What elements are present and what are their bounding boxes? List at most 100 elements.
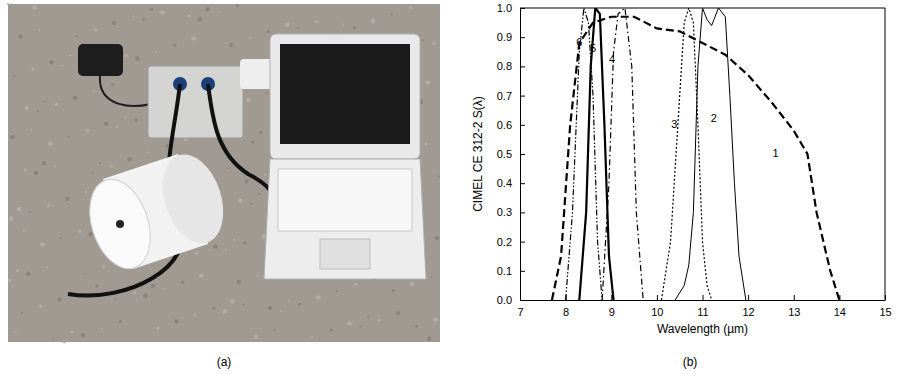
y-tick-mark	[520, 271, 525, 272]
y-tick-label: 0.6	[497, 119, 512, 131]
speckle	[430, 276, 432, 278]
speckle	[60, 237, 62, 239]
speckle	[42, 161, 46, 165]
speckle	[39, 305, 42, 308]
speckle	[147, 152, 149, 154]
speckle	[254, 335, 258, 339]
speckle	[191, 36, 195, 40]
speckle	[23, 230, 25, 232]
y-tick-label: 0.7	[497, 90, 512, 102]
y-tick-label: 0.0	[497, 294, 512, 306]
speckle	[155, 51, 157, 53]
speckle	[112, 21, 116, 25]
speckle	[238, 198, 242, 202]
speckle	[311, 336, 313, 338]
speckle	[410, 282, 414, 286]
speckle	[94, 28, 97, 31]
speckle	[54, 165, 56, 167]
y-tick: 0.1	[497, 265, 525, 277]
speckle	[37, 110, 39, 112]
plot-frame	[885, 8, 886, 300]
x-tick-label: 9	[609, 306, 615, 318]
y-axis-title: CIMEL CE 312-2 S(λ)	[471, 96, 485, 212]
speckle	[251, 141, 254, 144]
x-tick-mark	[703, 295, 704, 300]
speckle	[288, 300, 290, 302]
speckle	[367, 316, 369, 318]
y-tick-label: 0.9	[497, 31, 512, 43]
speckle	[78, 230, 81, 233]
speckle	[26, 272, 30, 276]
speckle	[213, 244, 217, 248]
y-tick-mark	[520, 300, 525, 301]
speckle	[194, 314, 196, 316]
speckle	[13, 75, 15, 77]
curve-label: 6	[576, 36, 582, 48]
speckle	[268, 306, 272, 310]
y-axis: 0.00.10.20.30.40.50.60.70.80.91.0	[497, 2, 525, 306]
touchpad	[320, 239, 370, 269]
y-tick-label: 0.5	[497, 148, 512, 160]
speckle	[250, 203, 252, 205]
response-curve	[566, 8, 603, 300]
speckle	[181, 281, 184, 284]
speckle	[409, 6, 412, 9]
curve-label: 4	[609, 53, 615, 65]
speckle	[415, 325, 418, 328]
speckle	[396, 311, 400, 315]
speckle	[124, 116, 126, 118]
speckle	[102, 265, 105, 268]
speckle	[65, 197, 69, 201]
speckle	[40, 242, 44, 246]
speckle	[166, 144, 169, 147]
y-tick-mark	[520, 66, 525, 67]
keyboard	[278, 169, 412, 231]
speckle	[206, 7, 210, 11]
speckle	[173, 44, 176, 47]
x-tick-label: 13	[788, 306, 800, 318]
y-tick-mark	[520, 96, 525, 97]
speckle	[24, 168, 27, 171]
speckle	[212, 307, 215, 310]
speckle	[433, 317, 437, 321]
response-curve	[579, 8, 613, 300]
y-tick: 0.3	[497, 206, 525, 218]
speckle	[237, 280, 241, 284]
speckle	[63, 340, 66, 343]
x-axis-title: Wavelength (µm)	[657, 322, 748, 336]
y-tick: 0.4	[497, 177, 525, 189]
speckle	[133, 291, 136, 294]
speckle	[11, 135, 15, 139]
speckle	[48, 142, 52, 146]
speckle	[427, 337, 431, 341]
curve-label: 3	[671, 118, 677, 130]
y-tick-mark	[520, 212, 525, 213]
x-tick-label: 12	[743, 306, 755, 318]
x-tick-mark	[657, 295, 658, 300]
speckle	[316, 295, 320, 299]
speckle	[132, 15, 134, 17]
y-tick-mark	[520, 8, 525, 9]
speckle	[8, 279, 11, 282]
speckle	[93, 90, 95, 92]
speckle	[151, 284, 155, 288]
speckle	[115, 298, 117, 300]
x-tick-mark	[748, 295, 749, 300]
speckle	[76, 35, 78, 37]
speckle	[227, 167, 229, 169]
speckle	[435, 236, 439, 240]
y-tick-mark	[520, 37, 525, 38]
speckle	[298, 303, 301, 306]
y-tick-mark	[520, 125, 525, 126]
speckle	[32, 5, 36, 9]
speckle	[257, 274, 259, 276]
speckle	[264, 174, 266, 176]
speckle	[354, 283, 357, 286]
speckle	[391, 13, 393, 15]
y-tick: 0.5	[497, 148, 525, 160]
x-tick-label: 15	[879, 306, 891, 318]
speckle	[160, 10, 164, 14]
speckle	[280, 310, 282, 312]
photo-ground	[8, 4, 440, 342]
y-tick-label: 0.4	[497, 177, 512, 189]
